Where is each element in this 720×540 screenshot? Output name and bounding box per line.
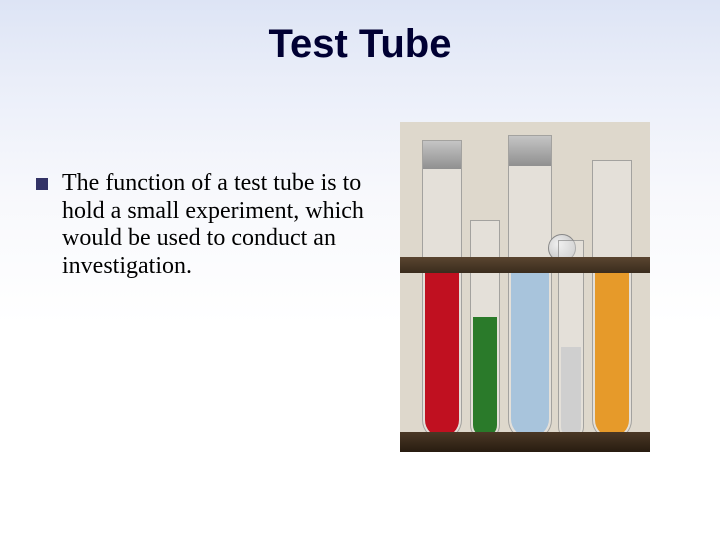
test-tube [422,140,462,440]
square-bullet-icon [36,178,48,190]
tube-liquid [561,347,581,437]
tube-liquid [511,262,549,437]
tube-liquid [473,317,497,437]
test-tube-image [400,122,650,452]
tube-cap-icon [422,140,462,169]
tube-cap-icon [508,135,552,166]
bullet-item: The function of a test tube is to hold a… [36,170,376,280]
rack-bar [400,257,650,273]
rack-bar [400,432,650,452]
test-tube [508,135,552,440]
bullet-text: The function of a test tube is to hold a… [62,170,376,280]
test-tube [592,160,632,440]
slide-title: Test Tube [0,0,720,67]
test-tube [470,220,500,440]
tube-liquid [425,267,459,437]
tube-liquid [595,272,629,437]
